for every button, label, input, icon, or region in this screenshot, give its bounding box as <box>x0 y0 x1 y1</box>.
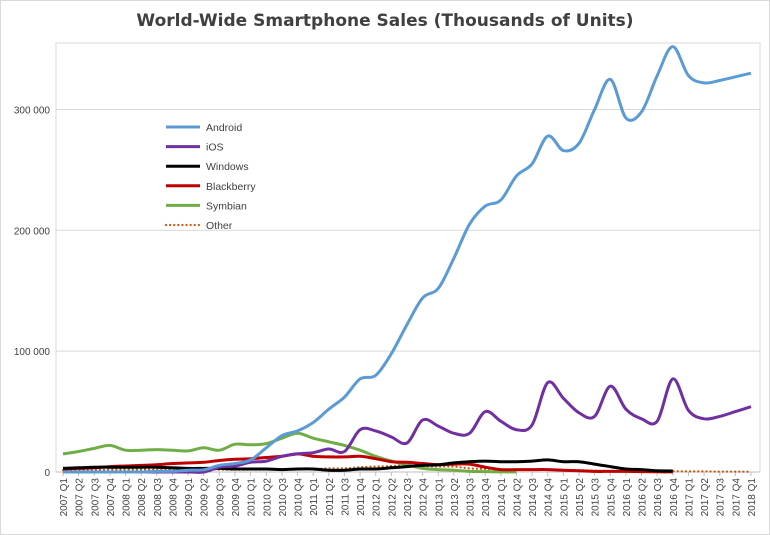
x-tick-label: 2010 Q4 <box>294 478 305 517</box>
x-tick-label: 2007 Q1 <box>59 478 70 517</box>
x-tick-label: 2010 Q2 <box>262 478 273 517</box>
x-tick-label: 2011 Q1 <box>309 478 320 516</box>
legend-label-windows: Windows <box>206 161 249 173</box>
x-tick-label: 2009 Q1 <box>184 478 195 517</box>
legend-label-ios: iOS <box>206 142 224 154</box>
x-tick-label: 2012 Q2 <box>387 478 398 517</box>
x-tick-label: 2013 Q4 <box>481 478 492 517</box>
x-tick-label: 2017 Q4 <box>731 478 742 517</box>
legend-label-other: Other <box>206 220 233 232</box>
x-tick-label: 2015 Q3 <box>591 478 602 517</box>
x-tick-label: 2017 Q2 <box>700 478 711 517</box>
legend-label-android: Android <box>206 122 242 134</box>
y-tick-label: 200 000 <box>14 226 51 237</box>
x-tick-label: 2018 Q1 <box>747 478 758 517</box>
x-tick-label: 2017 Q1 <box>684 478 695 517</box>
x-tick-label: 2013 Q2 <box>450 478 461 517</box>
x-tick-label: 2013 Q3 <box>466 478 477 517</box>
x-tick-label: 2010 Q3 <box>278 478 289 517</box>
x-tick-label: 2016 Q2 <box>638 478 649 517</box>
x-tick-label: 2016 Q3 <box>653 478 664 517</box>
series-line-android <box>63 45 752 474</box>
y-tick-label: 0 <box>44 468 50 479</box>
legend-label-symbian: Symbian <box>206 200 247 212</box>
x-tick-label: 2014 Q1 <box>497 478 508 517</box>
x-tick-label: 2014 Q4 <box>544 478 555 517</box>
x-tick-label: 2011 Q2 <box>325 478 336 516</box>
x-tick-label: 2011 Q3 <box>340 478 351 516</box>
legend-label-blackberry: Blackberry <box>206 181 256 193</box>
x-tick-label: 2008 Q1 <box>122 478 133 517</box>
x-tick-label: 2016 Q4 <box>669 478 680 517</box>
series-line-symbian <box>62 431 517 474</box>
x-tick-label: 2012 Q4 <box>419 478 430 517</box>
x-tick-label: 2015 Q4 <box>606 478 617 517</box>
x-tick-label: 2017 Q3 <box>716 478 727 517</box>
x-tick-label: 2009 Q2 <box>200 478 211 517</box>
x-tick-label: 2010 Q1 <box>247 478 258 517</box>
x-tick-label: 2011 Q4 <box>356 478 367 516</box>
x-tick-label: 2008 Q2 <box>137 478 148 517</box>
plot-area <box>55 42 761 473</box>
series-line-windows <box>62 458 673 473</box>
x-tick-label: 2012 Q3 <box>403 478 414 517</box>
series-line-blackberry <box>62 452 673 474</box>
y-tick-label: 300 000 <box>14 105 51 116</box>
series-line-ios <box>63 377 752 474</box>
x-tick-label: 2013 Q1 <box>434 478 445 517</box>
y-tick-label: 100 000 <box>14 347 51 358</box>
x-tick-label: 2008 Q4 <box>168 478 179 517</box>
x-tick-label: 2016 Q1 <box>622 478 633 517</box>
x-tick-label: 2015 Q2 <box>575 478 586 517</box>
chart-title: World-Wide Smartphone Sales (Thousands o… <box>136 11 634 31</box>
x-tick-label: 2012 Q1 <box>372 478 383 517</box>
x-tick-label: 2009 Q3 <box>215 478 226 517</box>
x-tick-label: 2009 Q4 <box>231 478 242 517</box>
x-tick-label: 2007 Q4 <box>106 478 117 517</box>
x-tick-label: 2014 Q2 <box>512 478 523 517</box>
x-tick-label: 2008 Q3 <box>153 478 164 517</box>
x-tick-label: 2007 Q3 <box>90 478 101 517</box>
x-tick-label: 2014 Q3 <box>528 478 539 517</box>
x-tick-label: 2007 Q2 <box>75 478 86 517</box>
x-tick-label: 2015 Q1 <box>559 478 570 517</box>
